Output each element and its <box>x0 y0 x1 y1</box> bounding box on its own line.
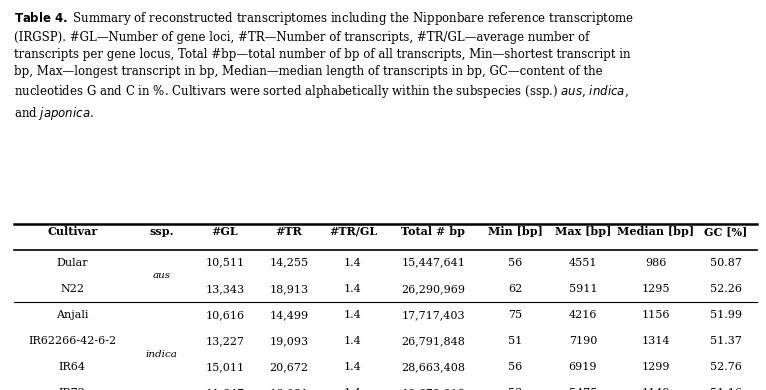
Text: 1.4: 1.4 <box>344 310 362 320</box>
Text: 14,255: 14,255 <box>270 258 309 268</box>
Text: 5911: 5911 <box>568 284 597 294</box>
Text: 26,791,848: 26,791,848 <box>401 336 465 346</box>
Text: 19,093: 19,093 <box>270 336 309 346</box>
Text: 10,616: 10,616 <box>205 310 244 320</box>
Text: 986: 986 <box>645 258 666 268</box>
Text: 28,663,408: 28,663,408 <box>401 362 465 372</box>
Text: 1.4: 1.4 <box>344 258 362 268</box>
Text: IR64: IR64 <box>59 362 86 372</box>
Text: Median [bp]: Median [bp] <box>617 226 694 237</box>
Text: 56: 56 <box>509 258 522 268</box>
Text: IR72: IR72 <box>59 388 86 390</box>
Text: Max [bp]: Max [bp] <box>555 226 611 237</box>
Text: 4216: 4216 <box>568 310 597 320</box>
Text: 52.76: 52.76 <box>710 362 741 372</box>
Text: 17,717,403: 17,717,403 <box>401 310 465 320</box>
Text: N22: N22 <box>61 284 84 294</box>
Text: 1.4: 1.4 <box>344 336 362 346</box>
Text: 26,290,969: 26,290,969 <box>401 284 465 294</box>
Text: 1295: 1295 <box>641 284 669 294</box>
Text: 10,511: 10,511 <box>205 258 244 268</box>
Text: 14,499: 14,499 <box>270 310 309 320</box>
Text: 51.99: 51.99 <box>709 310 741 320</box>
Text: Dular: Dular <box>57 258 88 268</box>
Text: 1.4: 1.4 <box>344 362 362 372</box>
Text: 62: 62 <box>509 284 522 294</box>
Text: 16,081: 16,081 <box>270 388 309 390</box>
Text: Total # bp: Total # bp <box>401 226 465 237</box>
Text: #TR/GL: #TR/GL <box>329 226 377 237</box>
Text: 13,227: 13,227 <box>205 336 244 346</box>
Text: 15,447,641: 15,447,641 <box>401 258 465 268</box>
Text: 75: 75 <box>509 310 522 320</box>
Text: GC [%]: GC [%] <box>704 226 748 237</box>
Text: 50.87: 50.87 <box>710 258 741 268</box>
Text: 1314: 1314 <box>641 336 669 346</box>
Text: 1299: 1299 <box>641 362 669 372</box>
Text: 6919: 6919 <box>568 362 597 372</box>
Text: #GL: #GL <box>211 226 238 237</box>
Text: $\mathbf{Table\ 4.}$ Summary of reconstructed transcriptomes including the Nippo: $\mathbf{Table\ 4.}$ Summary of reconstr… <box>14 10 634 122</box>
Text: 19,678,018: 19,678,018 <box>401 388 465 390</box>
Text: 53: 53 <box>509 388 522 390</box>
Text: 1.4: 1.4 <box>344 284 362 294</box>
Text: 11,647: 11,647 <box>205 388 244 390</box>
Text: Anjali: Anjali <box>56 310 88 320</box>
Text: 4551: 4551 <box>568 258 597 268</box>
Text: IR62266-42-6-2: IR62266-42-6-2 <box>28 336 116 346</box>
Text: 51: 51 <box>509 336 522 346</box>
Text: 15,011: 15,011 <box>205 362 244 372</box>
Text: 7190: 7190 <box>569 336 597 346</box>
Text: 1.4: 1.4 <box>344 388 362 390</box>
Text: 13,343: 13,343 <box>205 284 244 294</box>
Text: ssp.: ssp. <box>149 226 174 237</box>
Text: indica: indica <box>146 349 178 359</box>
Text: 51.16: 51.16 <box>709 388 741 390</box>
Text: 51.37: 51.37 <box>710 336 741 346</box>
Text: Min [bp]: Min [bp] <box>488 226 543 237</box>
Text: 1149: 1149 <box>641 388 669 390</box>
Text: 5475: 5475 <box>569 388 597 390</box>
Text: 56: 56 <box>509 362 522 372</box>
Text: 20,672: 20,672 <box>270 362 309 372</box>
Text: 18,913: 18,913 <box>270 284 309 294</box>
Text: #TR: #TR <box>276 226 303 237</box>
Text: 1156: 1156 <box>641 310 669 320</box>
Text: 52.26: 52.26 <box>709 284 741 294</box>
Text: aus: aus <box>152 271 171 280</box>
Text: Cultivar: Cultivar <box>47 226 97 237</box>
